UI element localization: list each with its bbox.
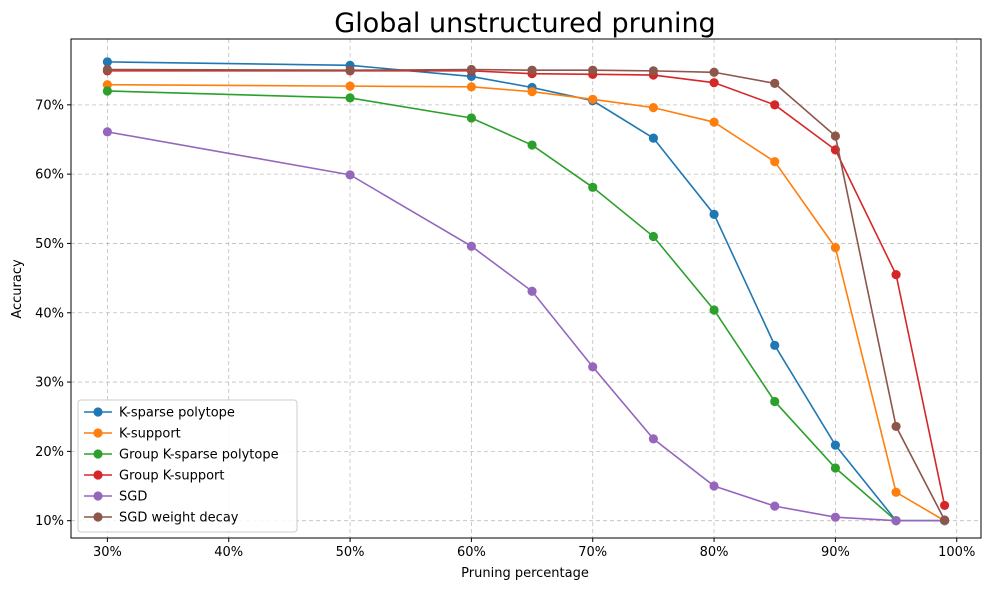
data-point: [345, 93, 355, 103]
data-point: [648, 66, 659, 76]
data-point: [891, 270, 901, 280]
data-point: [345, 65, 355, 75]
data-point: [345, 170, 355, 180]
data-point: [102, 57, 112, 67]
data-point: [891, 516, 901, 526]
data-point: [588, 362, 598, 372]
data-point: [648, 231, 659, 242]
legend-label: SGD: [119, 490, 147, 505]
data-point: [709, 117, 719, 127]
data-point: [709, 305, 719, 315]
grid: [71, 39, 981, 538]
legend-label: SGD weight decay: [119, 511, 239, 526]
data-point: [940, 515, 950, 525]
data-point: [648, 434, 659, 444]
y-tick-label: 20%: [35, 445, 64, 460]
data-point: [830, 440, 841, 450]
legend-marker: [93, 428, 103, 438]
data-point: [830, 463, 841, 473]
x-tick-label: 80%: [700, 545, 729, 560]
data-point: [527, 140, 537, 150]
series-5: [102, 64, 950, 525]
x-tick-label: 50%: [336, 545, 365, 560]
series-layer: [102, 57, 950, 526]
data-point: [102, 127, 112, 137]
data-point: [466, 113, 476, 123]
y-tick-label: 30%: [35, 376, 64, 391]
chart-title: Global unstructured pruning: [334, 8, 715, 39]
data-point: [830, 131, 841, 141]
y-tick-label: 40%: [35, 306, 64, 321]
legend-label: K-support: [119, 427, 181, 442]
data-point: [709, 78, 719, 88]
data-point: [102, 64, 112, 75]
data-point: [527, 286, 537, 296]
legend-marker: [93, 407, 103, 417]
data-point: [770, 157, 780, 167]
x-tick-label: 40%: [214, 545, 243, 560]
legend-marker: [93, 470, 103, 480]
data-point: [527, 87, 537, 97]
x-axis-label: Pruning percentage: [461, 566, 589, 581]
data-point: [709, 481, 719, 491]
data-point: [102, 86, 112, 96]
x-tick-label: 100%: [938, 545, 975, 560]
legend-marker: [93, 449, 103, 459]
plot-frame: [70, 38, 982, 539]
data-point: [830, 512, 841, 522]
data-point: [709, 67, 719, 77]
data-point: [466, 82, 476, 92]
legend-label: K-sparse polytope: [119, 406, 235, 421]
y-tick-label: 10%: [35, 514, 64, 529]
data-point: [830, 243, 841, 253]
legend-label: Group K-sparse polytope: [119, 448, 279, 463]
data-point: [891, 487, 901, 497]
x-tick-label: 70%: [578, 545, 607, 560]
x-tick-label: 90%: [821, 545, 850, 560]
data-point: [770, 396, 780, 407]
data-point: [709, 209, 719, 219]
data-point: [648, 103, 659, 113]
data-point: [770, 340, 780, 350]
data-point: [648, 133, 659, 143]
data-point: [588, 182, 598, 192]
legend-marker: [93, 491, 103, 501]
data-point: [940, 500, 950, 511]
data-point: [770, 501, 780, 511]
y-tick-label: 70%: [35, 98, 64, 113]
legend-label: Group K-support: [119, 469, 224, 484]
legend-marker: [93, 512, 103, 522]
legend: K-sparse polytope K-support Group K-sparse…: [77, 399, 298, 533]
data-point: [527, 65, 537, 75]
x-tick-label: 30%: [93, 545, 122, 560]
data-point: [345, 81, 355, 91]
data-point: [466, 241, 476, 251]
y-tick-label: 60%: [35, 168, 64, 183]
data-point: [770, 100, 780, 110]
axes: 30% 40% 50% 60% 70% 80% 90% 100% 10% 20% 30% 40% 50%…: [35, 98, 975, 560]
x-tick-label: 60%: [457, 545, 486, 560]
legend-box: [77, 399, 298, 533]
data-point: [770, 78, 780, 88]
data-point: [891, 421, 901, 432]
y-axis-label: Accuracy: [10, 259, 25, 319]
y-tick-label: 50%: [35, 237, 64, 252]
data-point: [588, 65, 598, 75]
data-point: [588, 94, 598, 104]
data-point: [466, 64, 476, 75]
